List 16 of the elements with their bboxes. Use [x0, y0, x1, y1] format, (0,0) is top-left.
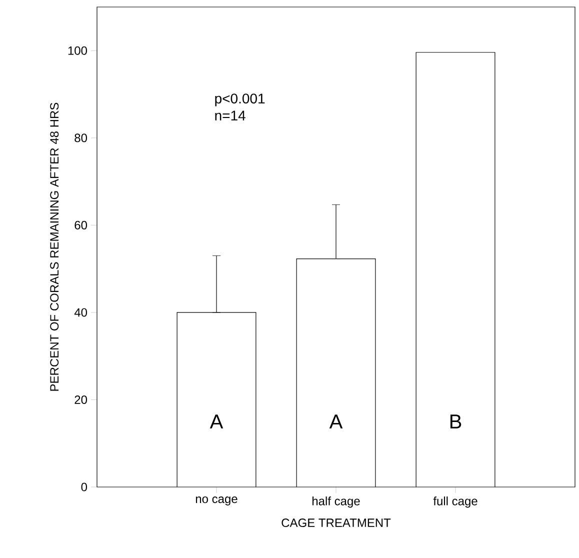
x-tick-label: half cage — [312, 496, 360, 508]
annotation: p<0.001 — [215, 94, 265, 106]
y-tick-label: 0 — [81, 482, 88, 492]
x-axis-title: CAGE TREATMENT — [282, 518, 391, 528]
y-axis-title: PERCENT OF CORALS REMAINING AFTER 48 HRS — [50, 102, 59, 391]
y-tick-label: 40 — [74, 308, 88, 317]
annotation: A — [210, 414, 224, 428]
y-tick-label: 80 — [74, 134, 88, 142]
y-tick-label: 100 — [68, 46, 88, 55]
x-tick-label: full cage — [433, 496, 478, 508]
y-tick-label: 20 — [74, 395, 88, 404]
y-tick-label: 60 — [74, 220, 88, 230]
annotation: B — [450, 414, 462, 428]
x-tick-label: no cage — [196, 496, 238, 506]
annotation: n=14 — [215, 110, 246, 120]
annotation: A — [329, 414, 343, 428]
